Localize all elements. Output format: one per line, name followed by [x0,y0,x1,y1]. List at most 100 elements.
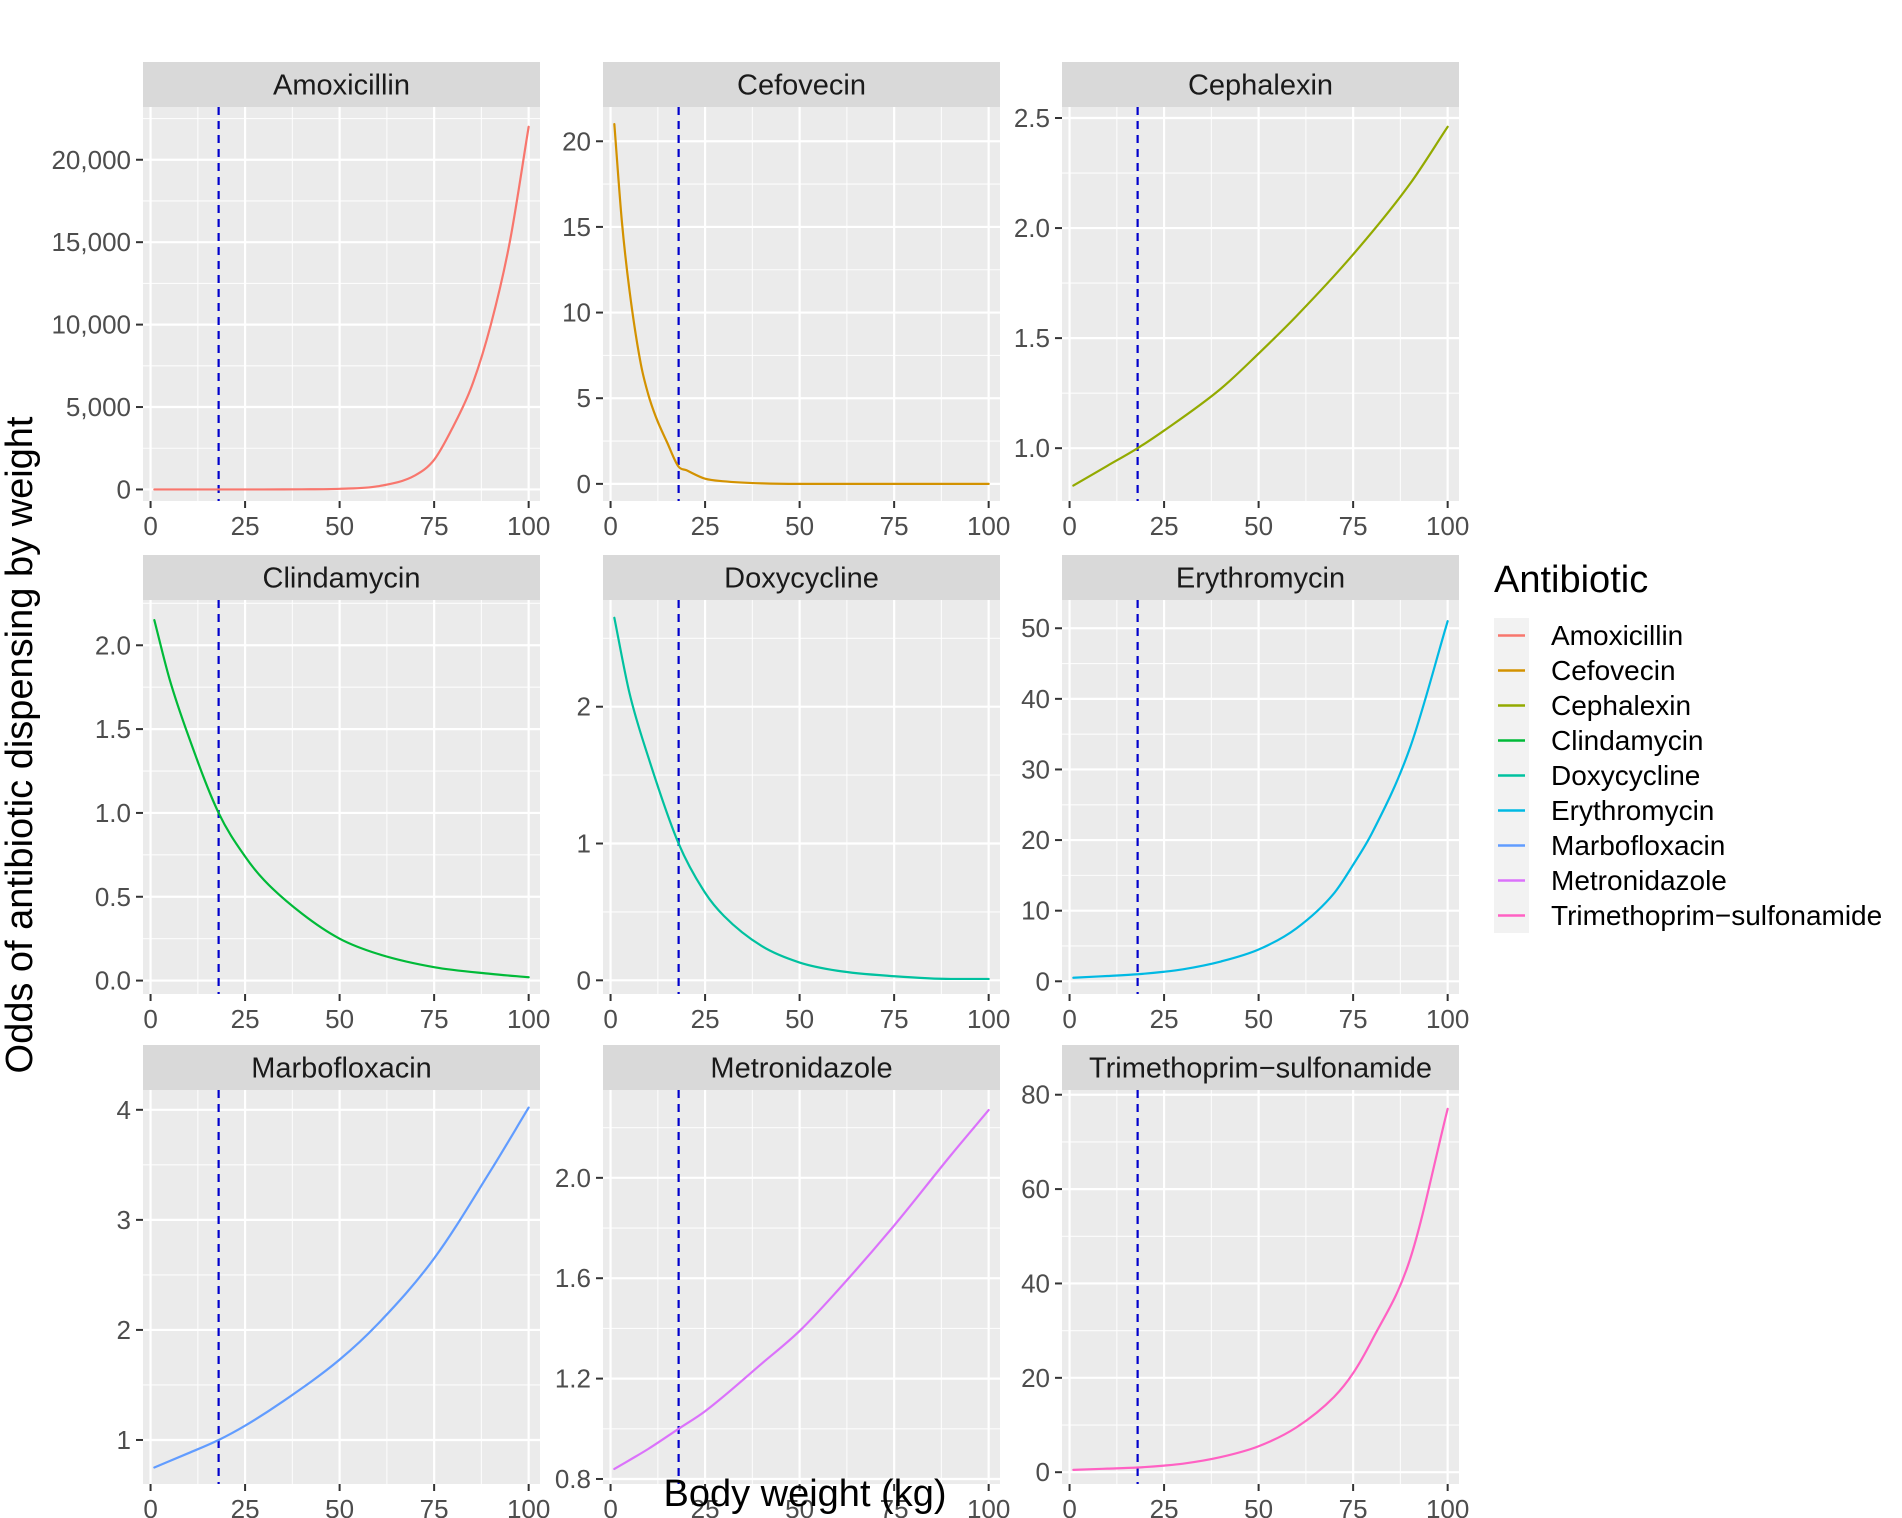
x-tick-label: 0 [603,511,617,541]
strip-erythromycin [1062,555,1459,600]
x-tick-label: 50 [325,511,354,541]
x-tick-label: 0 [143,1004,157,1034]
y-tick-label: 20 [562,126,591,156]
y-tick-label: 10 [562,298,591,328]
x-tick-label: 50 [785,1494,814,1518]
strip-label-metronidazole: Metronidazole [710,1053,892,1085]
series-line-trimethoprim-sulfonamide [1072,1107,1449,1471]
y-tick-label: 80 [1021,1080,1050,1110]
series-line-metronidazole [613,1108,990,1471]
x-tick-label: 25 [231,511,260,541]
series-line-cefovecin [613,123,990,485]
series-line-amoxicillin [153,125,530,491]
x-tick-label: 75 [1339,511,1368,541]
strip-label-clindamycin: Clindamycin [263,563,421,595]
legend-item-label: Amoxicillin [1551,620,1683,651]
strip-label-trimethoprim-sulfonamide: Trimethoprim−sulfonamide [1089,1053,1432,1085]
legend: Antibiotic Amoxicillin Cefovecin Cephalexi… [1494,559,1882,933]
y-tick-label: 5 [577,383,591,413]
x-tick-label: 75 [880,511,909,541]
y-tick-label: 30 [1021,754,1050,784]
legend-item-label: Trimethoprim−sulfonamide [1551,900,1882,931]
y-tick-label: 1 [577,829,591,859]
x-tick-label: 0 [1062,511,1076,541]
strip-label-cephalexin: Cephalexin [1188,70,1333,102]
y-tick-label: 1.5 [1014,323,1050,353]
strip-label-cefovecin: Cefovecin [737,70,866,102]
y-tick-label: 2.5 [1014,103,1050,133]
y-tick-label: 40 [1021,684,1050,714]
strip-doxycycline [603,555,1000,600]
legend-title: Antibiotic [1494,559,1648,601]
legend-item-trimethoprim-sulfonamide: Trimethoprim−sulfonamide [1494,898,1882,933]
y-tick-label: 0 [577,469,591,499]
legend-items: Amoxicillin Cefovecin Cephalexin Clindamyci… [1494,618,1882,933]
panel-erythromycin: Erythromycin 0 25 50 75 100 0 10 20 30 40 50 [1021,555,1469,1034]
y-tick-label: 1.2 [555,1364,591,1394]
plot-area-marbofloxacin [143,1090,540,1484]
y-tick-label: 1.0 [95,798,131,828]
x-tick-label: 0 [1062,1004,1076,1034]
y-tick-label: 10 [1021,896,1050,926]
y-tick-label: 0.0 [95,966,131,996]
strip-metronidazole [603,1045,1000,1090]
y-tick-label: 20 [1021,1363,1050,1393]
panel-doxycycline: Doxycycline 0 25 50 75 100 0 1 2 [577,555,1010,1034]
y-tick-label: 2 [117,1315,131,1345]
x-tick-label: 25 [231,1494,260,1518]
panel-marbofloxacin: Marbofloxacin 0 25 50 75 100 1 2 3 4 [117,1045,550,1518]
legend-item-label: Cephalexin [1551,690,1691,721]
x-tick-label: 50 [785,511,814,541]
x-tick-label: 0 [1062,1494,1076,1518]
panel-cefovecin: Cefovecin 0 25 50 75 100 0 5 10 15 20 [562,62,1010,541]
x-tick-label: 100 [967,1004,1010,1034]
y-tick-label: 60 [1021,1174,1050,1204]
plot-area-cefovecin [603,107,1000,501]
panel-amoxicillin: Amoxicillin 0 25 50 75 100 0 5,000 10,000 15,000 2… [51,62,550,541]
series-line-doxycycline [613,616,990,981]
strip-label-erythromycin: Erythromycin [1176,563,1345,595]
legend-item-clindamycin: Clindamycin [1494,723,1704,758]
y-tick-label: 1.5 [95,714,131,744]
plot-area-amoxicillin [143,107,540,501]
legend-item-erythromycin: Erythromycin [1494,793,1714,828]
plot-area-clindamycin [143,600,540,994]
x-tick-label: 75 [420,511,449,541]
x-tick-label: 75 [880,1004,909,1034]
legend-item-label: Erythromycin [1551,795,1714,826]
x-tick-label: 25 [691,1004,720,1034]
x-tick-label: 50 [1244,511,1273,541]
x-tick-label: 25 [1150,1004,1179,1034]
y-tick-label: 4 [117,1095,131,1125]
x-tick-label: 100 [1426,1004,1469,1034]
y-tick-label: 0 [577,965,591,995]
legend-item-amoxicillin: Amoxicillin [1494,618,1683,653]
strip-label-marbofloxacin: Marbofloxacin [251,1053,432,1085]
y-tick-label: 40 [1021,1268,1050,1298]
series-line-marbofloxacin [153,1106,530,1469]
y-tick-label: 1.0 [1014,433,1050,463]
panel-trimethoprim-sulfonamide: Trimethoprim−sulfonamide 0 25 50 75 100 0 20 40 6… [1021,1045,1469,1518]
legend-item-label: Metronidazole [1551,865,1727,896]
x-tick-label: 100 [967,511,1010,541]
x-tick-label: 25 [231,1004,260,1034]
strip-cefovecin [603,62,1000,107]
x-tick-label: 50 [1244,1494,1273,1518]
legend-item-label: Doxycycline [1551,760,1700,791]
y-tick-label: 0.8 [555,1464,591,1494]
x-tick-label: 75 [420,1494,449,1518]
x-tick-label: 0 [603,1494,617,1518]
x-tick-label: 75 [420,1004,449,1034]
x-tick-label: 100 [507,511,550,541]
x-tick-label: 50 [325,1494,354,1518]
y-tick-label: 1 [117,1425,131,1455]
legend-item-marbofloxacin: Marbofloxacin [1494,828,1725,863]
x-tick-label: 25 [1150,1494,1179,1518]
y-tick-label: 2.0 [555,1163,591,1193]
panel-cephalexin: Cephalexin 0 25 50 75 100 1.0 1.5 2.0 2.5 [1014,62,1469,541]
x-tick-label: 50 [1244,1004,1273,1034]
y-tick-label: 3 [117,1205,131,1235]
y-tick-label: 0 [1036,1457,1050,1487]
y-tick-label: 15 [562,212,591,242]
